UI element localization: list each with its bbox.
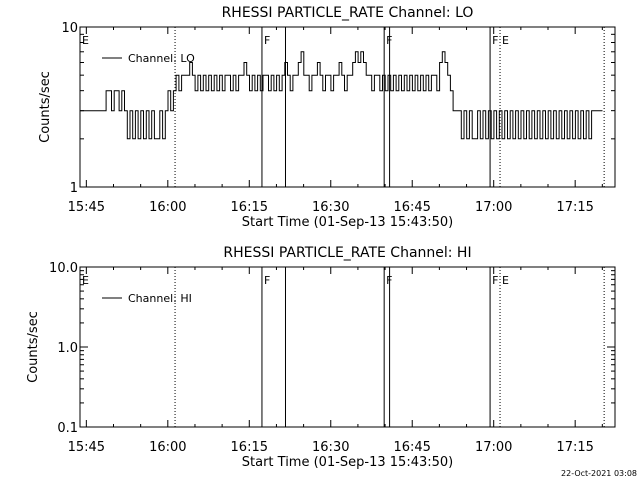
x-tick-label: 16:45 [393, 440, 430, 455]
event-marker-label: E [82, 34, 89, 47]
x-tick-label: 16:00 [149, 200, 186, 215]
x-tick-label: 17:00 [475, 440, 512, 455]
y-tick-label: 1.0 [57, 341, 78, 356]
x-tick-label: 16:15 [231, 440, 268, 455]
event-marker-label: F [492, 274, 498, 287]
event-marker-label: F [264, 274, 270, 287]
event-marker-label: E [502, 274, 509, 287]
x-tick-label: 16:30 [312, 200, 349, 215]
x-axis-label: Start Time (01-Sep-13 15:43:50) [242, 455, 453, 470]
x-axis-label: Start Time (01-Sep-13 15:43:50) [242, 215, 453, 230]
series-line-channel-lo [80, 51, 603, 140]
chart-title: RHESSI PARTICLE_RATE Channel: HI [223, 245, 471, 261]
legend-entry: Channel: HI [128, 292, 192, 305]
hi-channel-panel: RHESSI PARTICLE_RATE Channel: HI 15:45 16:… [26, 245, 616, 470]
y-tick-label: 1 [70, 181, 78, 196]
x-tick-label: 15:45 [68, 200, 105, 215]
plot-frame [79, 26, 616, 188]
x-tick-label: 17:00 [475, 200, 512, 215]
x-tick-label: 17:15 [556, 440, 593, 455]
legend-entry: Channel: LO [128, 52, 195, 65]
x-tick-label: 16:15 [231, 200, 268, 215]
chart-title: RHESSI PARTICLE_RATE Channel: LO [222, 5, 474, 21]
y-axis-label: Counts/sec [26, 311, 41, 383]
event-marker-label: F [492, 34, 498, 47]
x-tick-label: 16:45 [393, 200, 430, 215]
y-tick-label: 10.0 [49, 261, 78, 276]
x-tick-label: 16:30 [312, 440, 349, 455]
x-tick-label: 15:45 [68, 440, 105, 455]
plot-frame [79, 266, 616, 428]
x-tick-label: 16:00 [149, 440, 186, 455]
y-axis-label: Counts/sec [38, 71, 53, 143]
event-marker-label: E [82, 274, 89, 287]
lo-channel-panel: RHESSI PARTICLE_RATE Channel: LO 15:45 16:… [38, 5, 616, 230]
y-tick-label: 10 [61, 21, 78, 36]
x-tick-label: 17:15 [556, 200, 593, 215]
generation-timestamp: 22-Oct-2021 03:08 [561, 469, 637, 478]
event-marker-label: F [264, 34, 270, 47]
y-tick-label: 0.1 [57, 421, 78, 436]
event-marker-label: E [502, 34, 509, 47]
